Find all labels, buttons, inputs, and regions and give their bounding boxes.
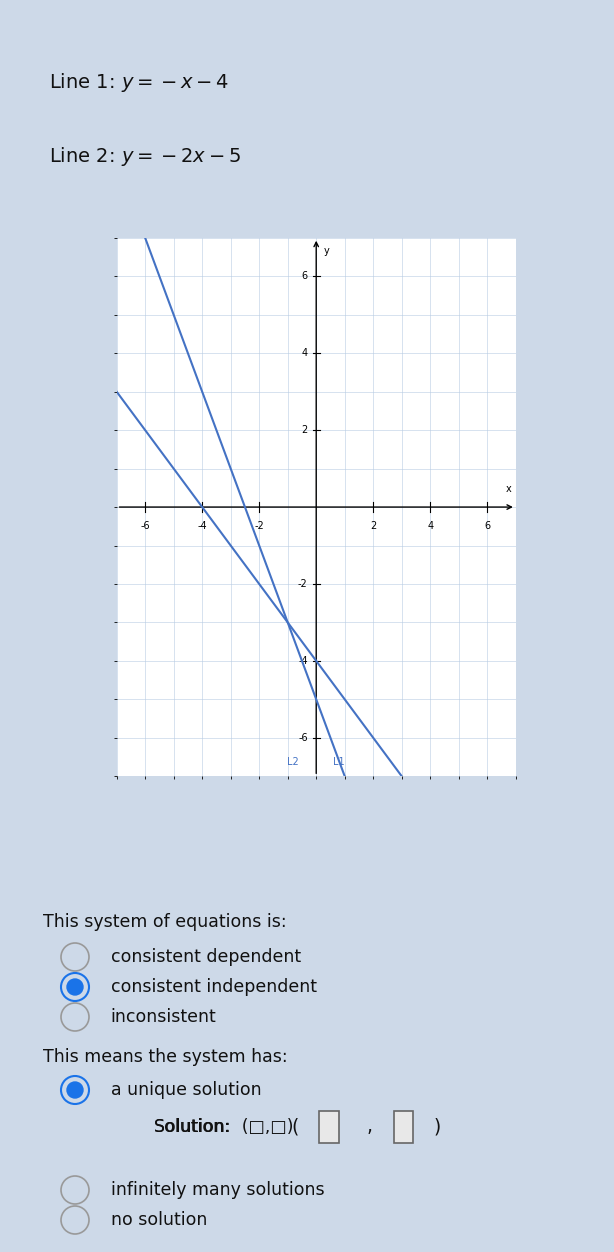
Text: 2: 2 <box>301 426 308 436</box>
Text: ,: , <box>367 1117 373 1137</box>
Text: Solution:  (□,□): Solution: (□,□) <box>154 1118 293 1136</box>
Text: 6: 6 <box>484 521 491 531</box>
Text: -2: -2 <box>298 578 308 588</box>
Text: -6: -6 <box>298 732 308 742</box>
Text: Line 1: $y=-x-4$: Line 1: $y=-x-4$ <box>49 70 230 94</box>
Text: Line 2: $y=-2x-5$: Line 2: $y=-2x-5$ <box>49 145 241 169</box>
Text: -6: -6 <box>141 521 150 531</box>
Text: (: ( <box>292 1117 299 1137</box>
Text: 4: 4 <box>301 348 308 358</box>
Text: 6: 6 <box>301 272 308 282</box>
Text: consistent dependent: consistent dependent <box>111 948 301 967</box>
Text: inconsistent: inconsistent <box>111 1008 216 1025</box>
Text: -4: -4 <box>298 656 308 666</box>
Text: Solution:: Solution: <box>154 1118 230 1136</box>
Text: 4: 4 <box>427 521 433 531</box>
Text: no solution: no solution <box>111 1211 207 1229</box>
Text: L2: L2 <box>287 756 299 766</box>
Text: -4: -4 <box>197 521 207 531</box>
Text: This means the system has:: This means the system has: <box>43 1048 287 1065</box>
Text: 2: 2 <box>370 521 376 531</box>
Text: a unique solution: a unique solution <box>111 1080 261 1099</box>
Text: ): ) <box>433 1117 441 1137</box>
Text: This system of equations is:: This system of equations is: <box>43 913 287 931</box>
Text: L1: L1 <box>333 756 345 766</box>
Text: -2: -2 <box>254 521 264 531</box>
Text: infinitely many solutions: infinitely many solutions <box>111 1181 324 1199</box>
Text: x: x <box>506 483 511 493</box>
Text: y: y <box>324 245 329 255</box>
Text: consistent independent: consistent independent <box>111 978 317 997</box>
